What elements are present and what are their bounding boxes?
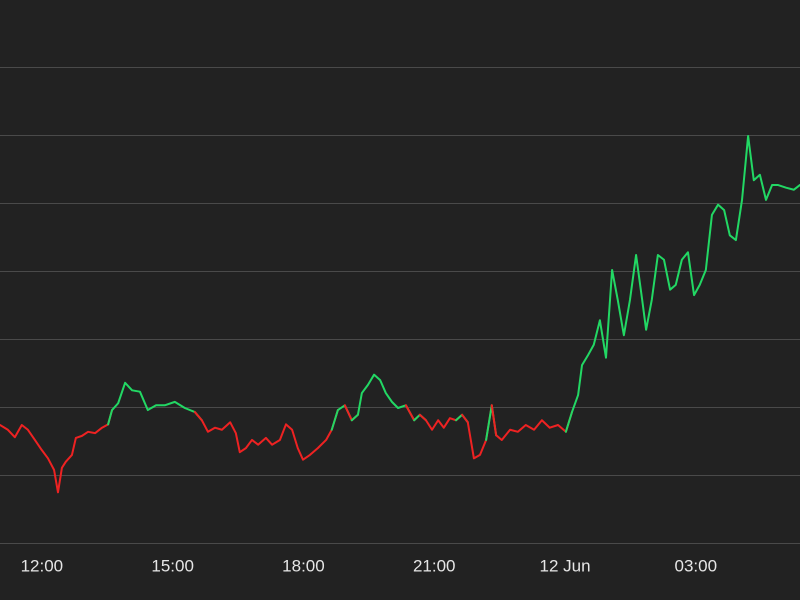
x-tick-label: 12:00	[21, 556, 64, 575]
price-line	[330, 404, 353, 431]
x-tick-label: 12 Jun	[539, 556, 590, 575]
x-tick-label: 15:00	[151, 556, 194, 575]
price-line	[193, 409, 339, 461]
price-line	[564, 135, 800, 433]
price-line	[350, 373, 416, 422]
x-tick-label: 03:00	[675, 556, 718, 575]
price-line	[418, 413, 464, 431]
x-tick-label: 18:00	[282, 556, 325, 575]
x-tick-label: 21:00	[413, 556, 456, 575]
price-line	[490, 404, 573, 441]
price-line	[0, 409, 114, 494]
price-line	[107, 381, 203, 426]
